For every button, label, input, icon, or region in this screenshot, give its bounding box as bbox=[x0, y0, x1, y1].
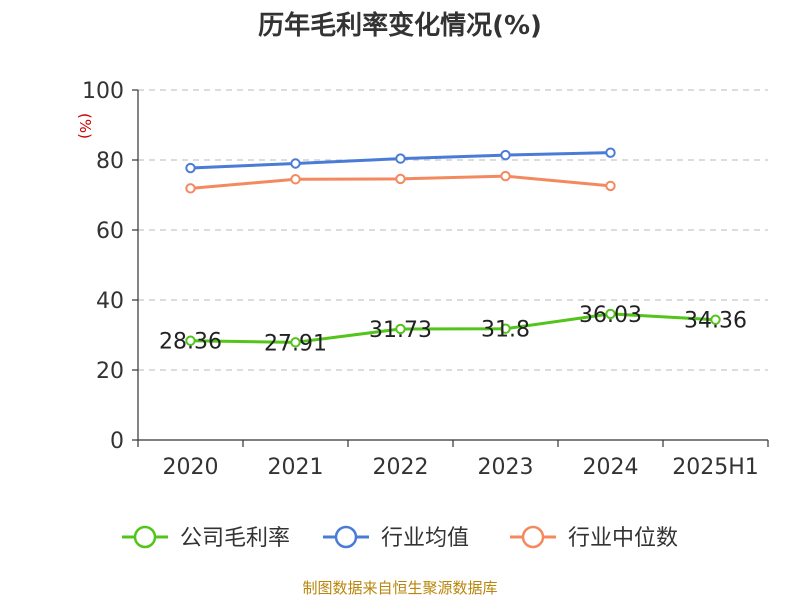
x-tick-label-4: 2024 bbox=[583, 455, 639, 480]
grid-lines bbox=[138, 89, 768, 371]
chart-title: 历年毛利率变化情况(%) bbox=[258, 10, 542, 41]
series-point-2-2 bbox=[395, 173, 406, 185]
series-point-1-4 bbox=[605, 147, 616, 158]
data-label-3: 31.8 bbox=[481, 318, 530, 343]
legend-swatch-marker-2 bbox=[521, 525, 545, 549]
series-layer bbox=[185, 147, 721, 348]
series-point-0-4 bbox=[605, 308, 616, 320]
series-point-2-0 bbox=[185, 183, 196, 194]
legend-item-0[interactable]: 公司毛利率 bbox=[122, 525, 290, 551]
y-axis-unit: (%) bbox=[76, 113, 94, 139]
series-point-0-3 bbox=[500, 323, 511, 334]
legend-label-0: 公司毛利率 bbox=[180, 526, 290, 551]
series-point-1-2 bbox=[395, 153, 406, 164]
legend-label-1: 行业均值 bbox=[381, 526, 469, 551]
series-point-0-0 bbox=[185, 335, 196, 346]
y-tick-label-0: 0 bbox=[110, 429, 124, 454]
x-tick-label-3: 2023 bbox=[478, 455, 534, 480]
y-tick-label-2: 40 bbox=[96, 289, 124, 314]
legend-swatch-marker-0 bbox=[133, 525, 157, 549]
legend-label-2: 行业中位数 bbox=[568, 526, 678, 551]
data-label-5: 34.36 bbox=[684, 309, 747, 334]
data-label-1: 27.91 bbox=[264, 331, 327, 356]
legend-swatch-marker-1 bbox=[334, 525, 358, 549]
series-point-2-3 bbox=[500, 170, 511, 182]
x-tick-label-1: 2021 bbox=[268, 455, 324, 480]
data-labels: 28.36 27.91 31.73 31.8 36.03 34.36 bbox=[159, 303, 747, 356]
legend[interactable]: 公司毛利率 行业均值 行业中位数 bbox=[122, 525, 678, 551]
y-tick-label-5: 100 bbox=[82, 79, 124, 104]
x-tick-label-2: 2022 bbox=[373, 455, 429, 480]
legend-item-1[interactable]: 行业均值 bbox=[323, 525, 469, 551]
series-point-0-5 bbox=[710, 314, 721, 325]
y-tick-label-1: 20 bbox=[96, 359, 124, 384]
series-point-1-1 bbox=[290, 158, 301, 169]
x-tick-label-5: 2025H1 bbox=[672, 455, 759, 480]
data-label-2: 31.73 bbox=[369, 318, 432, 343]
source-note: 制图数据来自恒生聚源数据库 bbox=[302, 579, 497, 597]
legend-item-2[interactable]: 行业中位数 bbox=[510, 525, 678, 551]
axes: 0 20 40 60 80 100 2020 2021 2022 2023 2024 2025H1 bbox=[82, 79, 769, 480]
y-tick-label-3: 60 bbox=[96, 219, 124, 244]
data-label-0: 28.36 bbox=[159, 330, 222, 355]
y-tick-label-4: 80 bbox=[96, 149, 124, 174]
series-point-1-3 bbox=[500, 149, 511, 161]
series-point-0-2 bbox=[395, 323, 406, 335]
series-point-2-4 bbox=[605, 180, 616, 192]
series-line-0 bbox=[190, 312, 716, 344]
series-point-2-1 bbox=[290, 174, 301, 185]
x-tick-label-0: 2020 bbox=[163, 455, 219, 480]
data-label-4: 36.03 bbox=[579, 303, 642, 328]
series-point-1-0 bbox=[185, 162, 196, 174]
series-point-0-1 bbox=[290, 337, 301, 348]
